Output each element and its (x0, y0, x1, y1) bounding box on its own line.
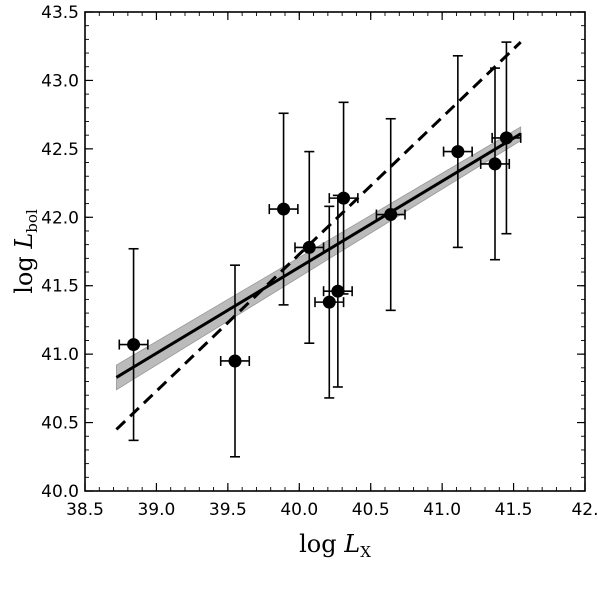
data-point-0 (127, 338, 141, 352)
fit-confidence-band-layer (116, 126, 522, 391)
x-tick-label: 39.0 (137, 500, 175, 520)
reference-line-dashed (115, 41, 522, 431)
x-tick-label: 41.5 (495, 500, 533, 520)
data-point-3 (302, 240, 316, 254)
y-axis-label: log Lbol (10, 209, 41, 294)
x-tick-label: 40.5 (352, 500, 390, 520)
y-tick-label: 43.0 (41, 71, 79, 91)
y-tick-label: 42.5 (41, 140, 79, 160)
x-tick-label: 38.5 (66, 500, 104, 520)
data-point-6 (337, 191, 351, 205)
fit-line-layer (115, 132, 522, 379)
data-point-7 (384, 208, 398, 222)
y-tick-label: 40.0 (41, 482, 79, 502)
data-point-9 (488, 157, 502, 171)
y-tick-label: 41.0 (41, 345, 79, 365)
data-points-layer (127, 131, 513, 368)
y-tick-label: 40.5 (41, 414, 79, 434)
x-axis-label: log LX (299, 530, 371, 561)
data-point-4 (322, 295, 336, 309)
x-tick-label: 41.0 (423, 500, 461, 520)
y-tick-label: 41.5 (41, 277, 79, 297)
x-tick-label: 42. (571, 500, 598, 520)
data-point-2 (277, 202, 291, 216)
ticks-layer: 38.5 39.0 39.5 40.0 40.5 41.0 41.5 42. 40.0 40.5 4… (41, 3, 598, 520)
reference-line-layer (115, 41, 522, 431)
plot-frame (84, 11, 586, 492)
x-tick-label: 39.5 (209, 500, 247, 520)
data-point-8 (451, 145, 465, 159)
y-tick-label: 42.0 (41, 208, 79, 228)
fit-line (115, 132, 522, 379)
data-point-5 (331, 284, 345, 298)
data-point-1 (228, 354, 242, 368)
data-point-10 (499, 131, 513, 145)
fit-confidence-band (116, 126, 522, 391)
x-tick-label: 40.0 (280, 500, 318, 520)
y-tick-label: 43.5 (41, 3, 79, 23)
